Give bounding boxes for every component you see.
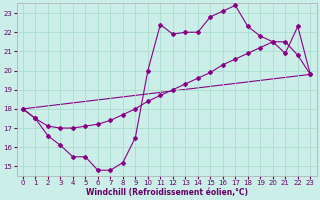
X-axis label: Windchill (Refroidissement éolien,°C): Windchill (Refroidissement éolien,°C) [85, 188, 248, 197]
